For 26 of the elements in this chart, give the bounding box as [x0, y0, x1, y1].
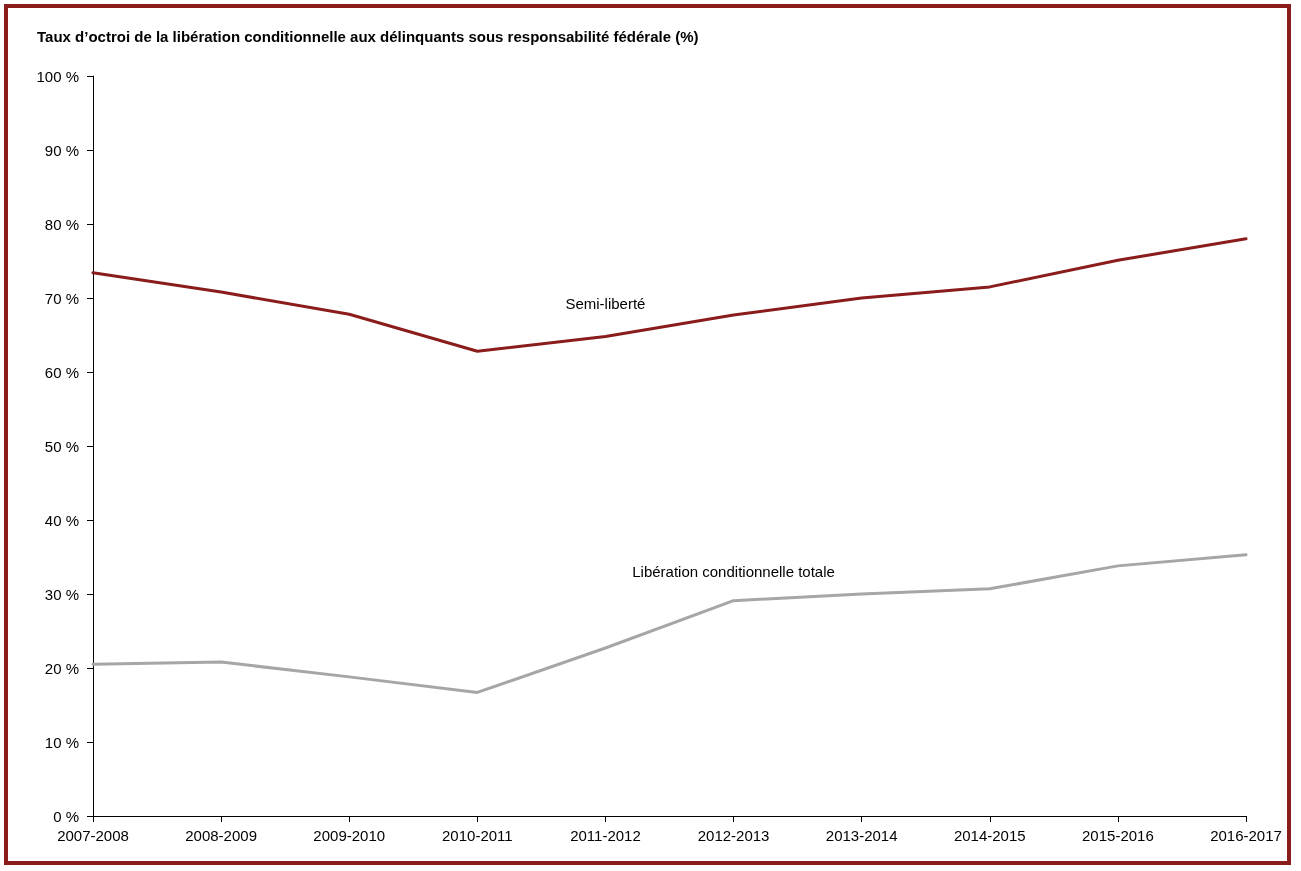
y-tick-label: 10 %	[44, 733, 79, 751]
x-tick-label: 2014-2015	[953, 827, 1026, 844]
y-tick-label: 0 %	[53, 807, 79, 825]
y-tick-label: 20 %	[44, 659, 79, 677]
series-label: Semi-liberté	[565, 294, 646, 312]
x-tick-label: 2009-2010	[313, 827, 386, 844]
x-tick-label: 2007-2008	[57, 827, 129, 844]
y-tick-label: 80 %	[44, 215, 79, 233]
y-tick-label: 40 %	[44, 511, 79, 529]
line-series	[91, 237, 1248, 353]
x-tick-label: 2011-2012	[570, 827, 641, 844]
x-tick-label: 2016-2017	[1210, 827, 1282, 844]
x-tick-label: 2013-2014	[825, 827, 898, 844]
y-tick-label: 90 %	[44, 141, 79, 159]
x-tick-label: 2015-2016	[1082, 827, 1154, 844]
y-tick-label: 100 %	[36, 67, 79, 85]
y-tick-label: 30 %	[44, 585, 79, 603]
x-tick-label: 2012-2013	[697, 827, 770, 844]
line-series	[91, 553, 1248, 694]
series-label: Libération conditionnelle totale	[632, 563, 835, 581]
x-tick-label: 2010-2011	[442, 827, 513, 844]
y-tick-label: 50 %	[44, 437, 79, 455]
x-tick-label: 2008-2009	[185, 827, 257, 844]
y-tick-label: 70 %	[44, 289, 79, 307]
chart-title: Taux d’octroi de la libération conditionnelle aux délinquants sous responsabilité fédérale (%)	[37, 28, 699, 45]
y-tick-label: 60 %	[44, 363, 79, 381]
